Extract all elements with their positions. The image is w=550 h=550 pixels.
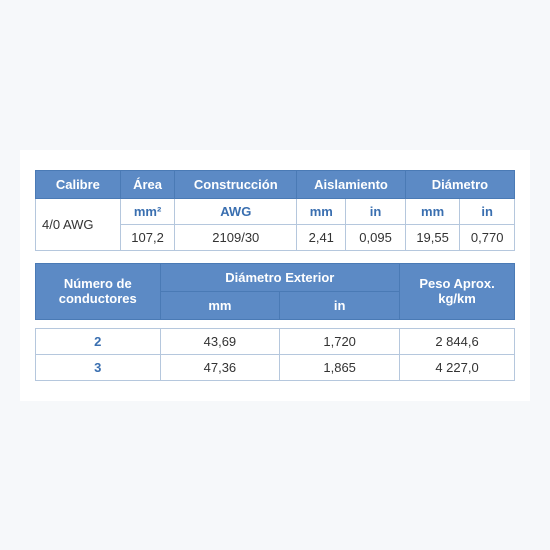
subheader-diametro-in: in bbox=[460, 198, 515, 224]
tables-container: Calibre Área Construcción Aislamiento Di… bbox=[20, 150, 530, 401]
table-gap bbox=[35, 320, 515, 328]
numero-value: 2 bbox=[36, 328, 161, 354]
header-calibre: Calibre bbox=[36, 170, 121, 198]
calibre-value: 4/0 AWG bbox=[36, 198, 121, 250]
cable-spec-table-1: Calibre Área Construcción Aislamiento Di… bbox=[35, 170, 515, 251]
ext-in-value: 1,720 bbox=[280, 328, 400, 354]
subheader-ext-in: in bbox=[280, 291, 400, 319]
ext-mm-value: 43,69 bbox=[160, 328, 280, 354]
ext-mm-value: 47,36 bbox=[160, 354, 280, 380]
header-construccion: Construcción bbox=[175, 170, 297, 198]
header-numero: Número de conductores bbox=[36, 263, 161, 319]
peso-value: 4 227,0 bbox=[400, 354, 515, 380]
table-row: 2 43,69 1,720 2 844,6 bbox=[36, 328, 515, 354]
subheader-aislamiento-mm: mm bbox=[297, 198, 346, 224]
table-spacer bbox=[35, 251, 515, 263]
header-peso: Peso Aprox. kg/km bbox=[400, 263, 515, 319]
numero-value: 3 bbox=[36, 354, 161, 380]
aislamiento-mm-value: 2,41 bbox=[297, 224, 346, 250]
subheader-area-unit: mm² bbox=[120, 198, 175, 224]
area-value: 107,2 bbox=[120, 224, 175, 250]
subheader-aislamiento-in: in bbox=[346, 198, 405, 224]
header-area: Área bbox=[120, 170, 175, 198]
subheader-construccion-unit: AWG bbox=[175, 198, 297, 224]
ext-in-value: 1,865 bbox=[280, 354, 400, 380]
header-aislamiento: Aislamiento bbox=[297, 170, 406, 198]
table-row: 3 47,36 1,865 4 227,0 bbox=[36, 354, 515, 380]
header-diametro-ext: Diámetro Exterior bbox=[160, 263, 400, 291]
construccion-value: 2109/30 bbox=[175, 224, 297, 250]
diametro-in-value: 0,770 bbox=[460, 224, 515, 250]
aislamiento-in-value: 0,095 bbox=[346, 224, 405, 250]
header-diametro: Diámetro bbox=[405, 170, 514, 198]
cable-spec-table-2: Número de conductores Diámetro Exterior … bbox=[35, 263, 515, 320]
subheader-diametro-mm: mm bbox=[405, 198, 460, 224]
diametro-mm-value: 19,55 bbox=[405, 224, 460, 250]
cable-spec-table-2-data: 2 43,69 1,720 2 844,6 3 47,36 1,865 4 22… bbox=[35, 328, 515, 381]
subheader-ext-mm: mm bbox=[160, 291, 280, 319]
peso-value: 2 844,6 bbox=[400, 328, 515, 354]
